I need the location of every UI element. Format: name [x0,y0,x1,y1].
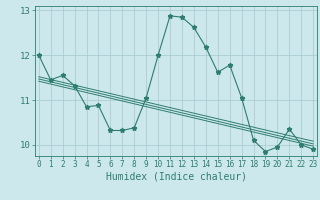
X-axis label: Humidex (Indice chaleur): Humidex (Indice chaleur) [106,172,246,182]
